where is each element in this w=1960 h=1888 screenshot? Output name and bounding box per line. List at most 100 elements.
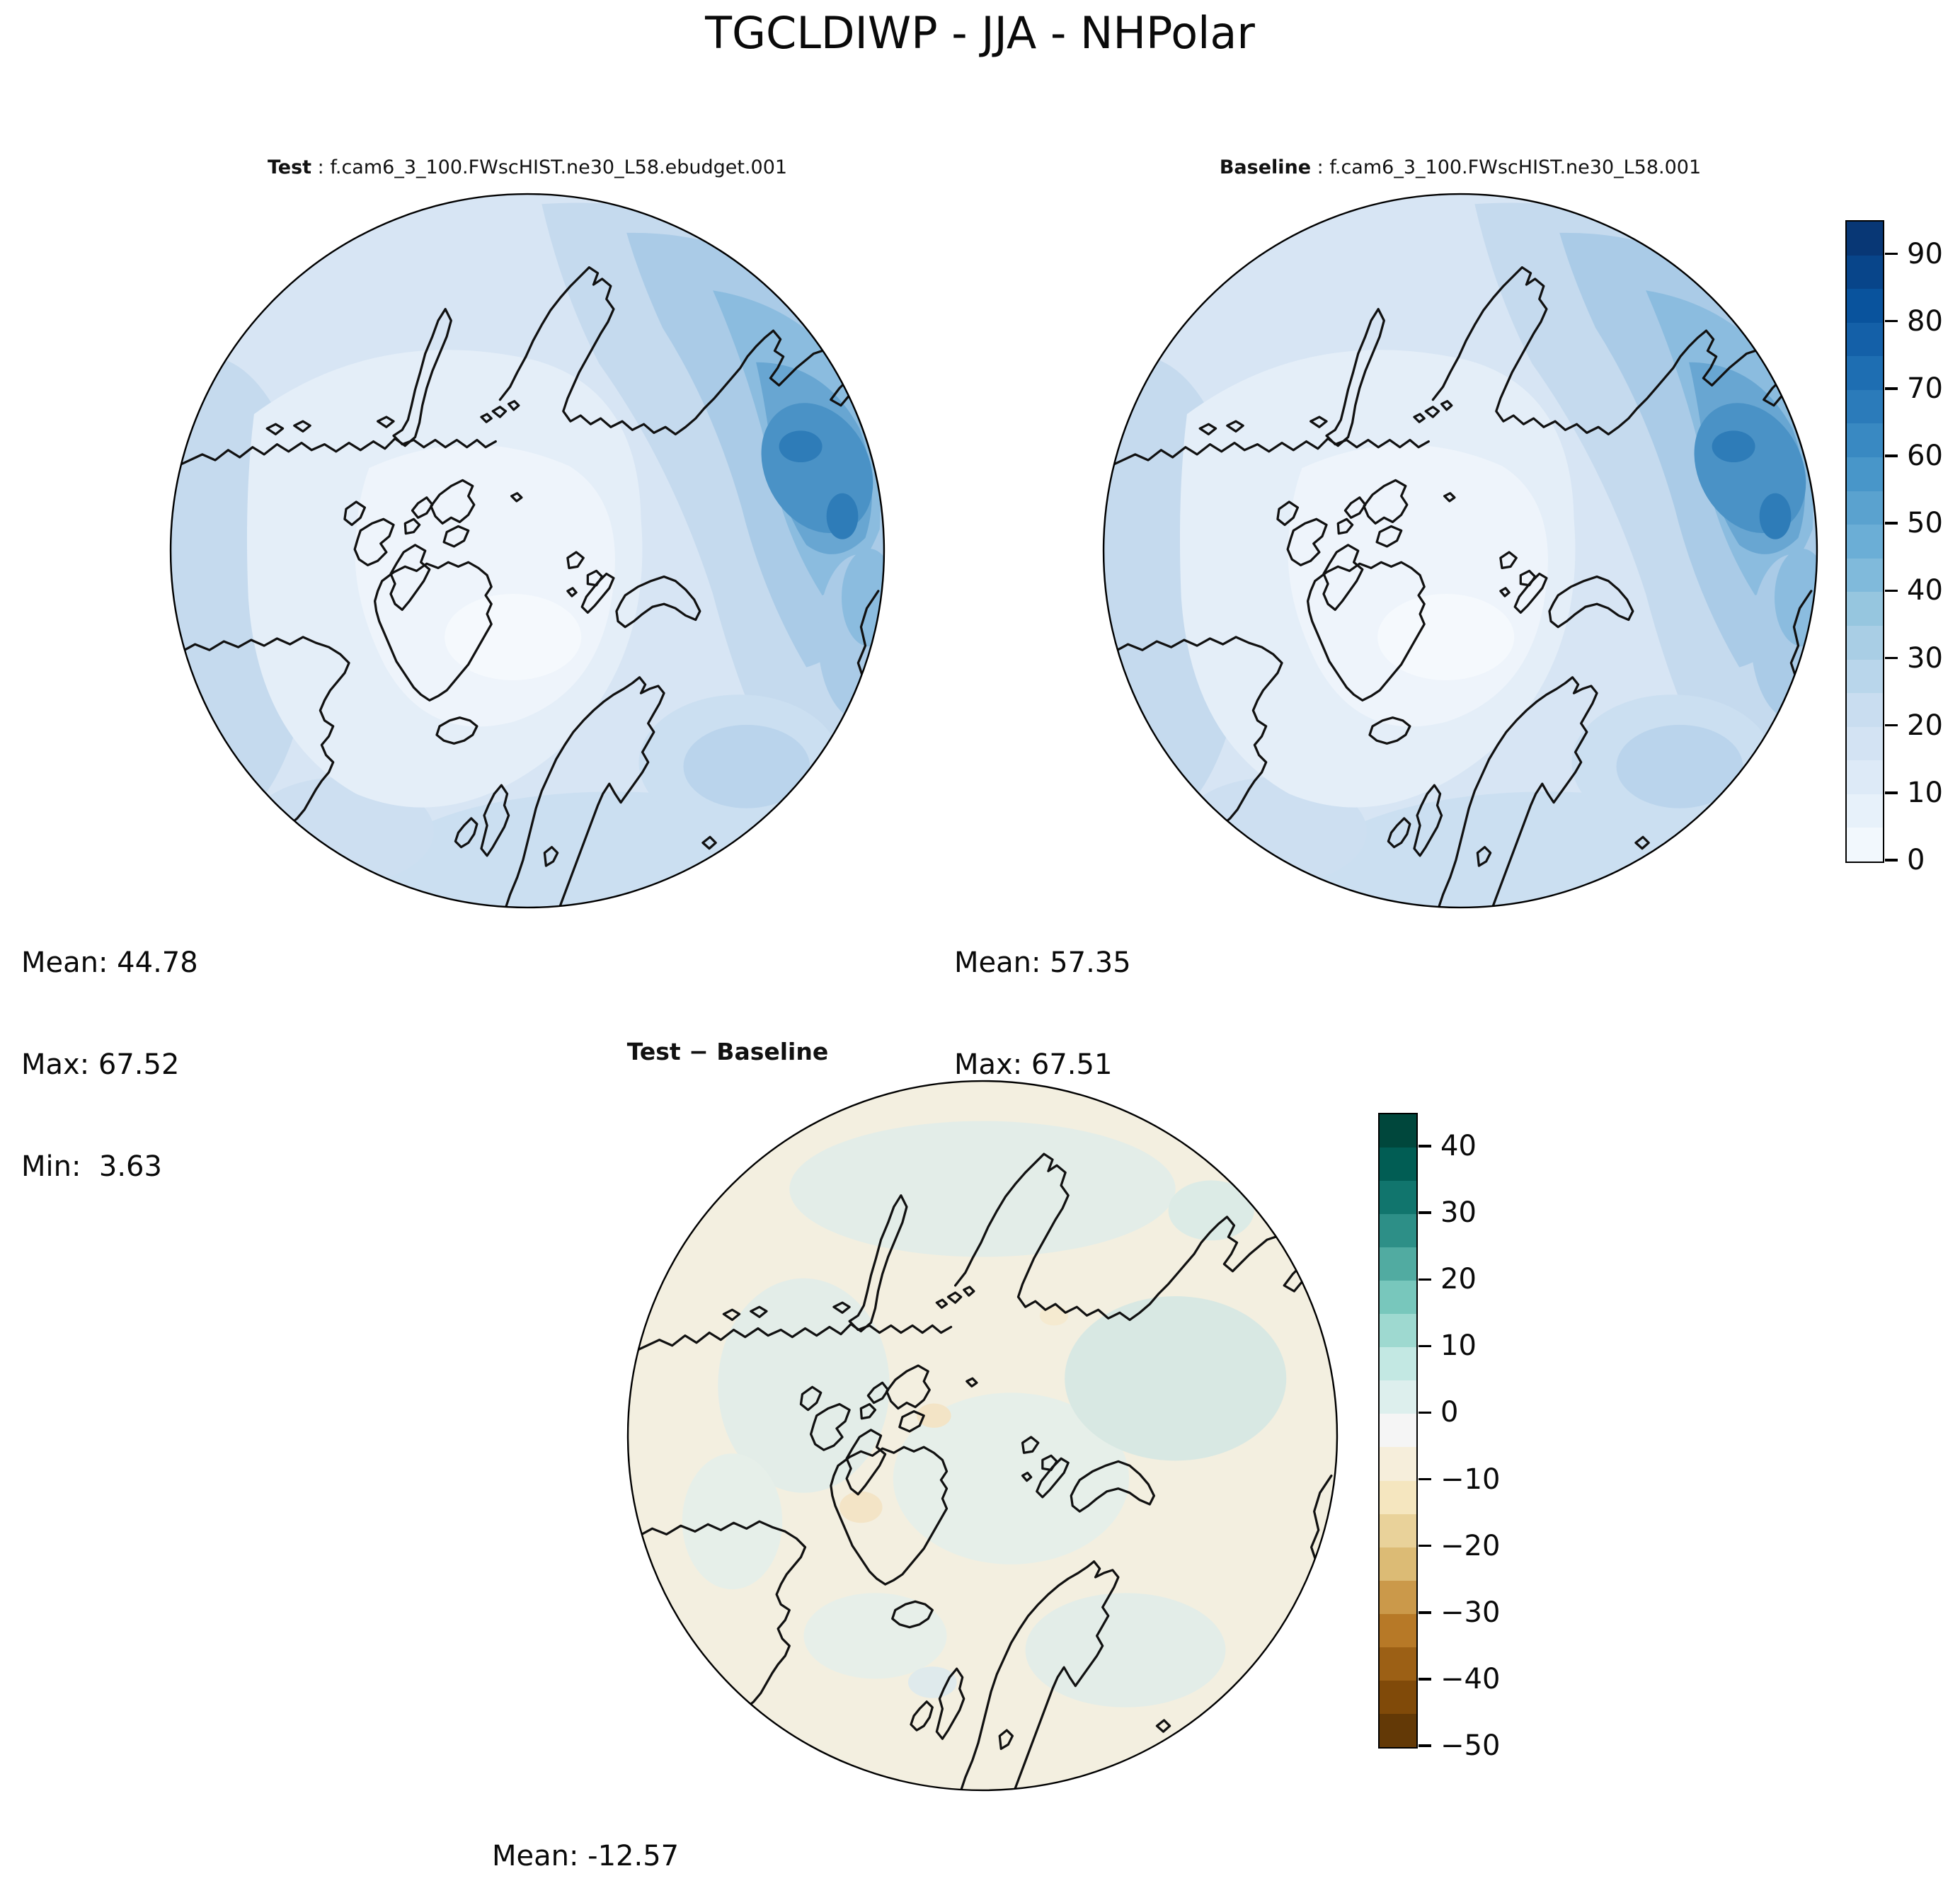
main-colorbar-segment [1847, 289, 1883, 323]
diff-colorbar-segment [1380, 1148, 1416, 1182]
diff-colorbar-tick [1419, 1744, 1431, 1747]
diff-colorbar-segment [1380, 1247, 1416, 1281]
main-colorbar-tick [1885, 522, 1898, 525]
diff-colorbar-tick-label: −50 [1440, 1729, 1501, 1762]
diff-colorbar-segment [1380, 1447, 1416, 1481]
diff-colorbar-tick-label: −20 [1440, 1529, 1501, 1562]
diff-colorbar-tick [1419, 1678, 1431, 1681]
main-colorbar-tick-label: 10 [1907, 776, 1943, 809]
diff-colorbar-tick [1419, 1278, 1431, 1281]
baseline-run-sep: : [1311, 156, 1330, 178]
diff-stats: Mean: -12.57 Max: 10.04 Min: -5.77 [492, 1771, 679, 1888]
test-run-line: Test : f.cam6_3_100.FWscHIST.ne30_L58.eb… [163, 156, 892, 180]
diff-colorbar-tick-label: 10 [1440, 1329, 1477, 1363]
diff-colorbar-segment [1380, 1380, 1416, 1414]
diff-stat-mean: Mean: -12.57 [492, 1840, 680, 1872]
diff-colorbar-ramp [1378, 1113, 1418, 1749]
main-colorbar-ramp [1845, 220, 1884, 863]
main-colorbar-tick [1885, 859, 1898, 862]
diff-colorbar-segment [1380, 1613, 1416, 1647]
baseline-run-line: Baseline : f.cam6_3_100.FWscHIST.ne30_L5… [1096, 156, 1825, 180]
main-colorbar-tick [1885, 454, 1898, 457]
test-run-label: Test [267, 156, 312, 178]
main-colorbar-tick [1885, 252, 1898, 256]
main-colorbar-tick [1885, 791, 1898, 794]
diff-colorbar-tick [1419, 1611, 1431, 1614]
diff-colorbar-tick [1419, 1477, 1431, 1481]
main-colorbar-segment [1847, 356, 1883, 390]
diff-panel-title: Test − Baseline [626, 1038, 829, 1065]
main-colorbar-segment [1847, 693, 1883, 727]
main-colorbar-tick [1885, 656, 1898, 660]
diff-colorbar-segment [1380, 1480, 1416, 1514]
diff-colorbar-tick-label: −30 [1440, 1596, 1501, 1629]
diff-colorbar-segment [1380, 1114, 1416, 1148]
main-colorbar-segment [1847, 491, 1883, 525]
test-stat-mean: Mean: 44.78 [21, 946, 198, 979]
diff-colorbar-tick [1419, 1344, 1431, 1348]
main-colorbar-segment [1847, 828, 1883, 862]
main-colorbar-tick [1885, 589, 1898, 593]
main-colorbar-tick [1885, 723, 1898, 727]
main-colorbar-tick [1885, 319, 1898, 323]
diff-colorbar-tick-label: −40 [1440, 1662, 1501, 1695]
main-colorbar-segment [1847, 255, 1883, 290]
diff-colorbar-tick-label: 40 [1440, 1130, 1477, 1163]
test-stat-min: Min: 3.63 [21, 1150, 162, 1183]
main-colorbar-tick-label: 90 [1907, 237, 1943, 270]
diff-colorbar-segment [1380, 1514, 1416, 1547]
main-colorbar-tick-label: 0 [1907, 844, 1925, 876]
main-colorbar-tick-label: 40 [1907, 574, 1943, 607]
diff-colorbar-tick [1419, 1544, 1431, 1547]
main-colorbar-segment [1847, 423, 1883, 458]
baseline-map-boundary [1102, 193, 1818, 909]
main-colorbar-segment [1847, 525, 1883, 559]
main-colorbar-segment [1847, 726, 1883, 761]
baseline-run-id: f.cam6_3_100.FWscHIST.ne30_L58.001 [1329, 156, 1702, 178]
main-colorbar-segment [1847, 625, 1883, 660]
main-colorbar-tick-label: 70 [1907, 372, 1943, 405]
diff-colorbar-tick [1419, 1211, 1431, 1214]
main-colorbar-segment [1847, 794, 1883, 828]
test-map-boundary [169, 193, 886, 909]
page-title: TGCLDIWP - JJA - NHPolar [705, 7, 1255, 59]
baseline-stat-mean: Mean: 57.35 [954, 946, 1131, 979]
main-colorbar-tick-label: 50 [1907, 507, 1943, 540]
diff-colorbar-tick [1419, 1145, 1431, 1148]
main-colorbar-segment [1847, 659, 1883, 694]
main-colorbar-segment [1847, 457, 1883, 491]
main-colorbar-segment [1847, 592, 1883, 626]
diff-colorbar-tick-label: 30 [1440, 1196, 1477, 1230]
test-map [169, 193, 886, 909]
main-colorbar-tick-label: 20 [1907, 709, 1943, 742]
main-colorbar-segment [1847, 558, 1883, 593]
main-colorbar: 0 10 20 30 40 50 60 70 80 90 [1845, 220, 1960, 876]
baseline-stat-max: Max: 67.51 [954, 1048, 1113, 1081]
test-stat-max: Max: 67.52 [21, 1048, 180, 1081]
diff-colorbar-segment [1380, 1347, 1416, 1381]
main-colorbar-tick-label: 30 [1907, 641, 1943, 675]
diff-colorbar-segment [1380, 1414, 1416, 1448]
main-colorbar-tick [1885, 387, 1898, 390]
main-colorbar-segment [1847, 222, 1883, 256]
test-run-id: f.cam6_3_100.FWscHIST.ne30_L58.ebudget.0… [330, 156, 788, 178]
diff-colorbar-segment [1380, 1680, 1416, 1714]
diff-colorbar-segment [1380, 1181, 1416, 1215]
diff-colorbar-segment [1380, 1580, 1416, 1614]
test-run-sep: : [311, 156, 331, 178]
diff-colorbar-segment [1380, 1547, 1416, 1581]
diff-colorbar-tick-label: 0 [1440, 1396, 1459, 1429]
baseline-map [1102, 193, 1818, 909]
main-colorbar-tick-label: 60 [1907, 440, 1943, 473]
main-colorbar-segment [1847, 389, 1883, 424]
diff-map-boundary [626, 1080, 1339, 1792]
test-stats: Mean: 44.78 Max: 67.52 Min: 3.63 [21, 878, 198, 1252]
main-colorbar-segment [1847, 322, 1883, 357]
diff-colorbar-segment [1380, 1713, 1416, 1747]
main-colorbar-tick-label: 80 [1907, 304, 1943, 338]
diff-colorbar-tick-label: −10 [1440, 1463, 1501, 1496]
diff-colorbar-segment [1380, 1281, 1416, 1315]
diff-colorbar: −50 −40 −30 −20 −10 0 10 20 30 40 [1378, 1113, 1501, 1762]
diff-colorbar-segment [1380, 1314, 1416, 1348]
